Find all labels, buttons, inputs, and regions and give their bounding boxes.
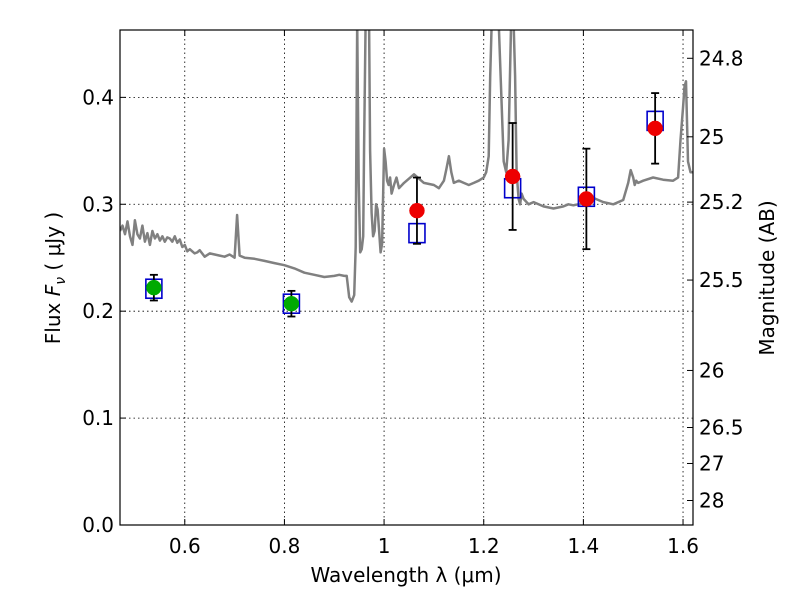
y-tick-label: 0.1 — [82, 406, 114, 430]
nir-flux-point — [578, 191, 595, 207]
nir-flux-point — [504, 168, 521, 185]
nir-flux-point — [647, 120, 663, 137]
x-tick-label: 1 — [378, 534, 391, 558]
y-tick-label: 0.2 — [82, 299, 114, 323]
optical-flux-point — [283, 295, 300, 312]
grid — [120, 30, 693, 526]
model-spectrum-line — [120, 30, 693, 303]
x-tick-label: 0.6 — [169, 534, 201, 558]
x-tick-label: 1.2 — [468, 534, 500, 558]
y2-axis-title: Magnitude (AB) — [755, 200, 779, 355]
y2-tick-label: 25 — [699, 125, 724, 149]
y-tick-label: 0.3 — [82, 192, 114, 216]
x-tick-label: 0.8 — [269, 534, 301, 558]
y2-tick-label: 27 — [699, 451, 724, 475]
y-axis-title-symbol: F — [41, 284, 65, 296]
y2-tick-label: 25.2 — [699, 190, 744, 214]
x-tick-label: 1.4 — [567, 534, 599, 558]
data-markers — [145, 92, 664, 318]
y-axis-title: Flux Fν ( μJy ) — [41, 212, 69, 344]
y-tick-label: 0.0 — [82, 513, 114, 537]
nir-flux-point — [409, 202, 425, 219]
y-tick-label: 0.4 — [82, 85, 114, 109]
y2-tick-label: 26 — [699, 358, 724, 382]
y2-tick-label: 24.8 — [699, 46, 744, 70]
x-tick-label: 1.6 — [667, 534, 699, 558]
y-axis-title-unit: ( μJy ) — [41, 212, 65, 277]
y2-tick-label: 26.5 — [699, 415, 744, 439]
x-axis-title: Wavelength λ (μm) — [310, 563, 501, 587]
plot-frame — [119, 29, 694, 526]
y2-tick-label: 28 — [699, 489, 724, 513]
axis-ticks: 0.6 0.8 1 1.2 1.4 1.6 0.0 0.1 0.2 0.3 0.4 24.8 25 25.… — [82, 30, 744, 558]
y-axis-title-subscript: ν — [53, 277, 69, 285]
y2-tick-label: 25.5 — [699, 268, 744, 292]
model-spectrum — [120, 30, 693, 303]
optical-flux-point — [146, 279, 162, 296]
y-axis-title-prefix: Flux — [41, 296, 65, 344]
